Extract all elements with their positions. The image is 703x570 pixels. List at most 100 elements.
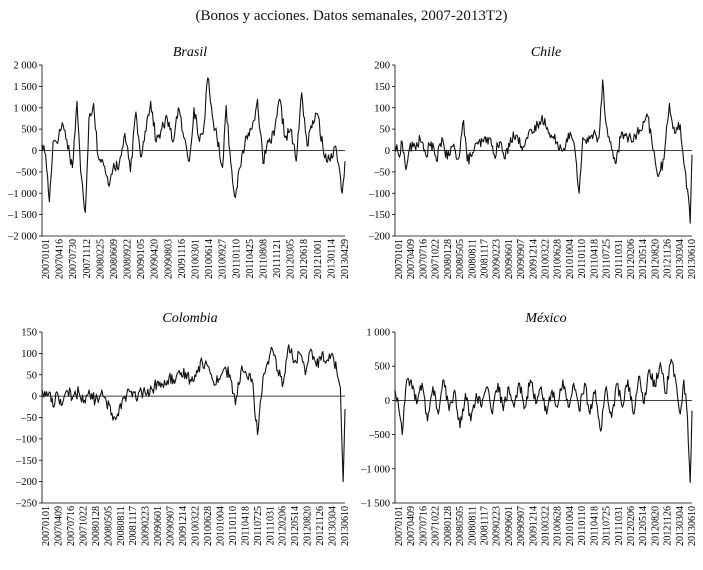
x-tick-label: 20090907 bbox=[516, 239, 527, 279]
x-tick-label: 20110110 bbox=[231, 239, 242, 278]
y-tick-label: –250 bbox=[15, 499, 37, 510]
y-tick-label: –500 bbox=[368, 430, 390, 441]
series-line bbox=[394, 358, 693, 484]
x-tick-label: 20080609 bbox=[109, 239, 120, 279]
x-tick-label: 20100927 bbox=[218, 239, 229, 279]
x-tick-label: 20070730 bbox=[68, 239, 79, 279]
x-tick-label: 20121126 bbox=[663, 506, 674, 546]
x-tick-label: 20100301 bbox=[191, 239, 202, 279]
x-tick-label: 20121001 bbox=[313, 239, 324, 279]
x-tick-label: 20071022 bbox=[78, 506, 89, 546]
x-tick-label: 20091116 bbox=[177, 239, 188, 278]
x-tick-label: 20101004 bbox=[215, 506, 226, 546]
x-tick-label: 20100322 bbox=[191, 506, 202, 546]
y-tick-label: –100 bbox=[15, 434, 37, 445]
x-tick-label: 20120820 bbox=[303, 506, 314, 546]
x-tick-label: 20070101 bbox=[394, 239, 405, 279]
x-tick-label: 20080505 bbox=[103, 506, 114, 546]
x-tick-label: 20130304 bbox=[675, 239, 686, 279]
x-tick-label: 20111031 bbox=[265, 506, 276, 545]
y-tick-label: 150 bbox=[21, 328, 37, 339]
x-tick-label: 20100628 bbox=[203, 506, 214, 546]
x-tick-label: 20081117 bbox=[128, 506, 139, 545]
x-tick-label: 20120305 bbox=[286, 239, 297, 279]
chart-title: Brasil bbox=[173, 45, 207, 60]
chart-title: Chile bbox=[531, 45, 561, 60]
x-tick-label: 20080225 bbox=[95, 239, 106, 279]
x-tick-label: 20120618 bbox=[299, 239, 310, 279]
x-tick-label: 20080811 bbox=[467, 239, 478, 279]
x-tick-label: 20101004 bbox=[565, 506, 576, 546]
x-tick-label: 20090420 bbox=[150, 239, 161, 279]
y-tick-label: –150 bbox=[368, 210, 390, 221]
x-tick-label: 20111121 bbox=[272, 239, 283, 278]
x-tick-label: 20120820 bbox=[650, 239, 661, 279]
y-tick-label: 500 bbox=[21, 125, 37, 136]
x-tick-label: 20080505 bbox=[455, 239, 466, 279]
x-tick-label: 20090907 bbox=[166, 506, 177, 546]
x-tick-label: 20130304 bbox=[328, 506, 339, 546]
x-tick-label: 20110110 bbox=[577, 239, 588, 278]
x-tick-label: 20120206 bbox=[626, 239, 637, 279]
x-tick-label: 20071022 bbox=[431, 239, 442, 279]
y-tick-label: 0 bbox=[32, 392, 37, 403]
x-tick-label: 20090223 bbox=[492, 506, 503, 546]
x-tick-label: 20070409 bbox=[406, 239, 417, 279]
y-tick-label: 50 bbox=[27, 370, 38, 381]
x-tick-label: 20100628 bbox=[553, 506, 564, 546]
y-tick-label: 1 000 bbox=[366, 328, 390, 339]
y-tick-label: –500 bbox=[15, 167, 37, 178]
chart-panel-1: Chile 200 150 100 50 0 –50 –100 –150 –200 20070101… bbox=[368, 45, 698, 279]
chart-title: Colombia bbox=[162, 311, 217, 326]
x-tick-label: 20110110 bbox=[228, 506, 239, 545]
x-tick-label: 20070409 bbox=[53, 506, 64, 546]
x-tick-label: 20070716 bbox=[418, 239, 429, 279]
x-tick-label: 20090601 bbox=[504, 506, 515, 546]
x-tick-label: 20090601 bbox=[504, 239, 515, 279]
x-tick-label: 20090223 bbox=[141, 506, 152, 546]
y-tick-label: 1 500 bbox=[13, 82, 37, 93]
x-tick-label: 20080128 bbox=[443, 239, 454, 279]
y-tick-label: –1 000 bbox=[7, 189, 37, 200]
y-tick-label: 200 bbox=[374, 61, 390, 72]
x-tick-label: 20071112 bbox=[82, 239, 93, 278]
x-tick-label: 20110425 bbox=[245, 239, 256, 279]
y-tick-label: 2 000 bbox=[13, 61, 37, 72]
y-tick-label: –2 000 bbox=[7, 232, 37, 243]
y-tick-label: 500 bbox=[374, 362, 390, 373]
x-tick-label: 20120820 bbox=[650, 506, 661, 546]
y-tick-label: –100 bbox=[368, 189, 390, 200]
x-tick-label: 20071022 bbox=[431, 506, 442, 546]
x-tick-label: 20070101 bbox=[41, 506, 52, 546]
x-tick-label: 20110110 bbox=[577, 506, 588, 545]
x-tick-label: 20090105 bbox=[136, 239, 147, 279]
x-tick-label: 20110725 bbox=[602, 239, 613, 279]
y-tick-label: –200 bbox=[15, 477, 37, 488]
series-line bbox=[41, 344, 346, 483]
y-tick-label: 100 bbox=[21, 349, 37, 360]
x-tick-label: 20100322 bbox=[541, 239, 552, 279]
series-line bbox=[41, 77, 346, 214]
x-tick-label: 20080922 bbox=[123, 239, 134, 279]
x-tick-label: 20110725 bbox=[602, 506, 613, 546]
x-tick-label: 20130610 bbox=[340, 506, 351, 546]
x-tick-label: 20120514 bbox=[638, 239, 649, 279]
y-tick-label: –1 500 bbox=[360, 499, 390, 510]
y-tick-label: 0 bbox=[385, 396, 390, 407]
x-tick-label: 20110418 bbox=[589, 506, 600, 546]
y-tick-label: 150 bbox=[374, 82, 390, 93]
x-tick-label: 20080505 bbox=[455, 506, 466, 546]
figure-subtitle: (Bonos y acciones. Datos semanales, 2007… bbox=[195, 8, 508, 24]
x-tick-label: 20121126 bbox=[315, 506, 326, 546]
x-tick-label: 20090803 bbox=[163, 239, 174, 279]
x-tick-label: 20110418 bbox=[240, 506, 251, 546]
x-tick-label: 20091214 bbox=[178, 506, 189, 546]
x-tick-label: 20130114 bbox=[326, 239, 337, 279]
x-tick-label: 20080811 bbox=[467, 506, 478, 546]
y-tick-label: 50 bbox=[380, 125, 391, 136]
chart-panel-2: Colombia 150 100 50 0 –50 –100 –150 –200 –250 2007… bbox=[15, 311, 351, 546]
x-tick-label: 20070716 bbox=[418, 506, 429, 546]
x-tick-label: 20120514 bbox=[290, 506, 301, 546]
x-tick-label: 20070409 bbox=[406, 506, 417, 546]
